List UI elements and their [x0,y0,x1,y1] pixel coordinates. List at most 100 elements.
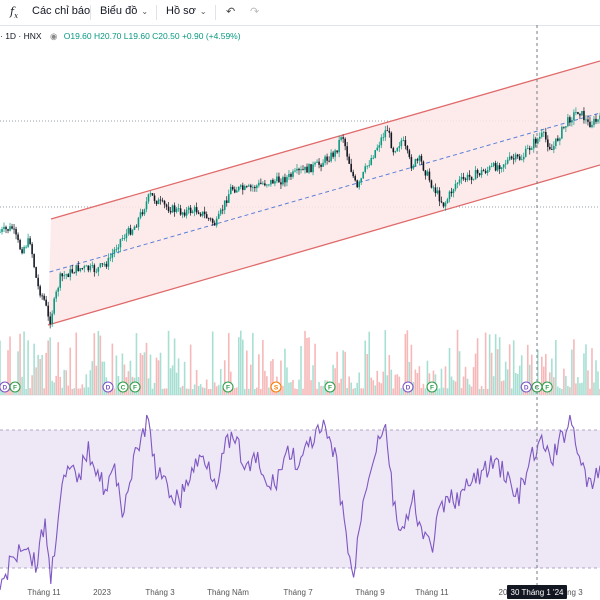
volume-bar [480,386,483,395]
volume-bar [366,353,369,395]
volume-bar [27,340,29,395]
candle-body [360,178,363,182]
channel-lower-line [47,164,600,326]
candle-body [27,238,29,247]
volume-bar [282,385,284,395]
volume-bar [223,360,226,395]
volume-bar [460,388,463,395]
ohlc-legend: · 1D · HNX ◉ O19.60 H20.70 L19.60 C20.50… [0,31,241,42]
volume-bar [258,354,260,395]
volume-bar [426,360,429,395]
candle-body [292,171,294,177]
candle-body [348,156,350,164]
profile-button[interactable]: Hồ sơ ⌄ [166,5,207,17]
candle-body [334,150,336,157]
candle-body [450,191,453,194]
candle-body [191,211,194,214]
volume-bar [69,347,72,395]
candle-body [585,119,587,121]
price-channel[interactable] [47,60,600,326]
candle-body [288,173,290,178]
volume-bar [252,332,254,395]
undo-icon[interactable]: ↶ [226,6,236,18]
volume-bar [292,379,294,395]
candle-body [35,267,37,278]
candle-body [336,150,338,153]
volume-bar [589,388,591,395]
volume-bar [440,368,443,395]
candle-body [0,231,1,233]
candle-body [543,132,545,133]
candle-body [468,174,471,177]
candle-body [370,157,373,165]
volume-bar [496,349,499,395]
candle-body [163,200,166,205]
event-marker-label: F [430,385,434,392]
volume-bar [502,380,505,395]
candle-body [145,201,148,210]
candle-body [388,130,391,133]
candle-body [258,182,260,186]
candle-body [101,263,104,265]
candle-body [344,138,346,147]
candle-body [107,257,110,267]
eye-icon[interactable]: ◉ [49,31,58,41]
candle-body [113,249,116,254]
volume-bar [65,370,68,395]
candle-body [169,211,172,213]
volume-bar [181,385,184,395]
volume-bar [73,388,76,395]
event-markers: DFDCFFSFDFDCF [0,381,553,393]
time-axis-tick-label: Tháng Năm [207,588,249,597]
candle-body [109,257,112,259]
volume-bar [591,348,593,395]
candle-body [185,209,188,216]
chart-toolbar: fx Các chỉ báo Biểu đồ ⌄ Hồ sơ ⌄ ↶ ↷ [0,0,600,26]
channel-upper-line [50,60,600,220]
volume-bar [380,383,383,395]
volume-bar [436,388,439,395]
volume-bar [559,387,561,395]
candle-body [49,316,51,325]
candle-body [460,176,463,180]
crosshair-date-label: 30 Tháng 1 '24 [511,588,565,597]
candle-body [306,166,308,173]
volume-bar [19,333,21,395]
volume-bar [396,374,399,395]
indicators-button[interactable]: Các chỉ báo [32,5,91,17]
chart-type-button[interactable]: Biểu đồ ⌄ [100,5,148,17]
volume-bar [414,369,417,395]
candle-body [593,118,595,125]
candle-body [436,190,439,194]
candle-body [583,111,585,121]
volume-bar [51,380,53,395]
volume-bar [464,366,467,395]
candle-body [474,170,477,180]
volume-bar [101,361,104,395]
volume-bar [563,368,565,395]
volume-bar [211,331,214,395]
volume-bar [221,388,224,395]
candle-body [414,159,417,167]
volume-bar [398,376,401,395]
volume-bar [350,382,352,395]
candle-body [189,207,192,214]
volume-bar [67,385,70,395]
volume-bar [545,353,547,395]
candle-body [147,194,150,202]
volume-bar [390,369,393,395]
candle-body [219,209,222,214]
event-marker-financial [324,381,336,393]
volume-bar [63,369,66,395]
candle-body [143,209,146,215]
candle-body [280,182,282,185]
volume-bar [272,359,274,395]
redo-icon[interactable]: ↷ [250,6,260,18]
candle-body [157,199,160,205]
volume-bar [575,383,577,395]
candle-body [270,179,272,185]
indicators-icon[interactable]: fx [10,5,19,21]
volume-bar [518,365,521,395]
volume-bar [466,378,469,395]
